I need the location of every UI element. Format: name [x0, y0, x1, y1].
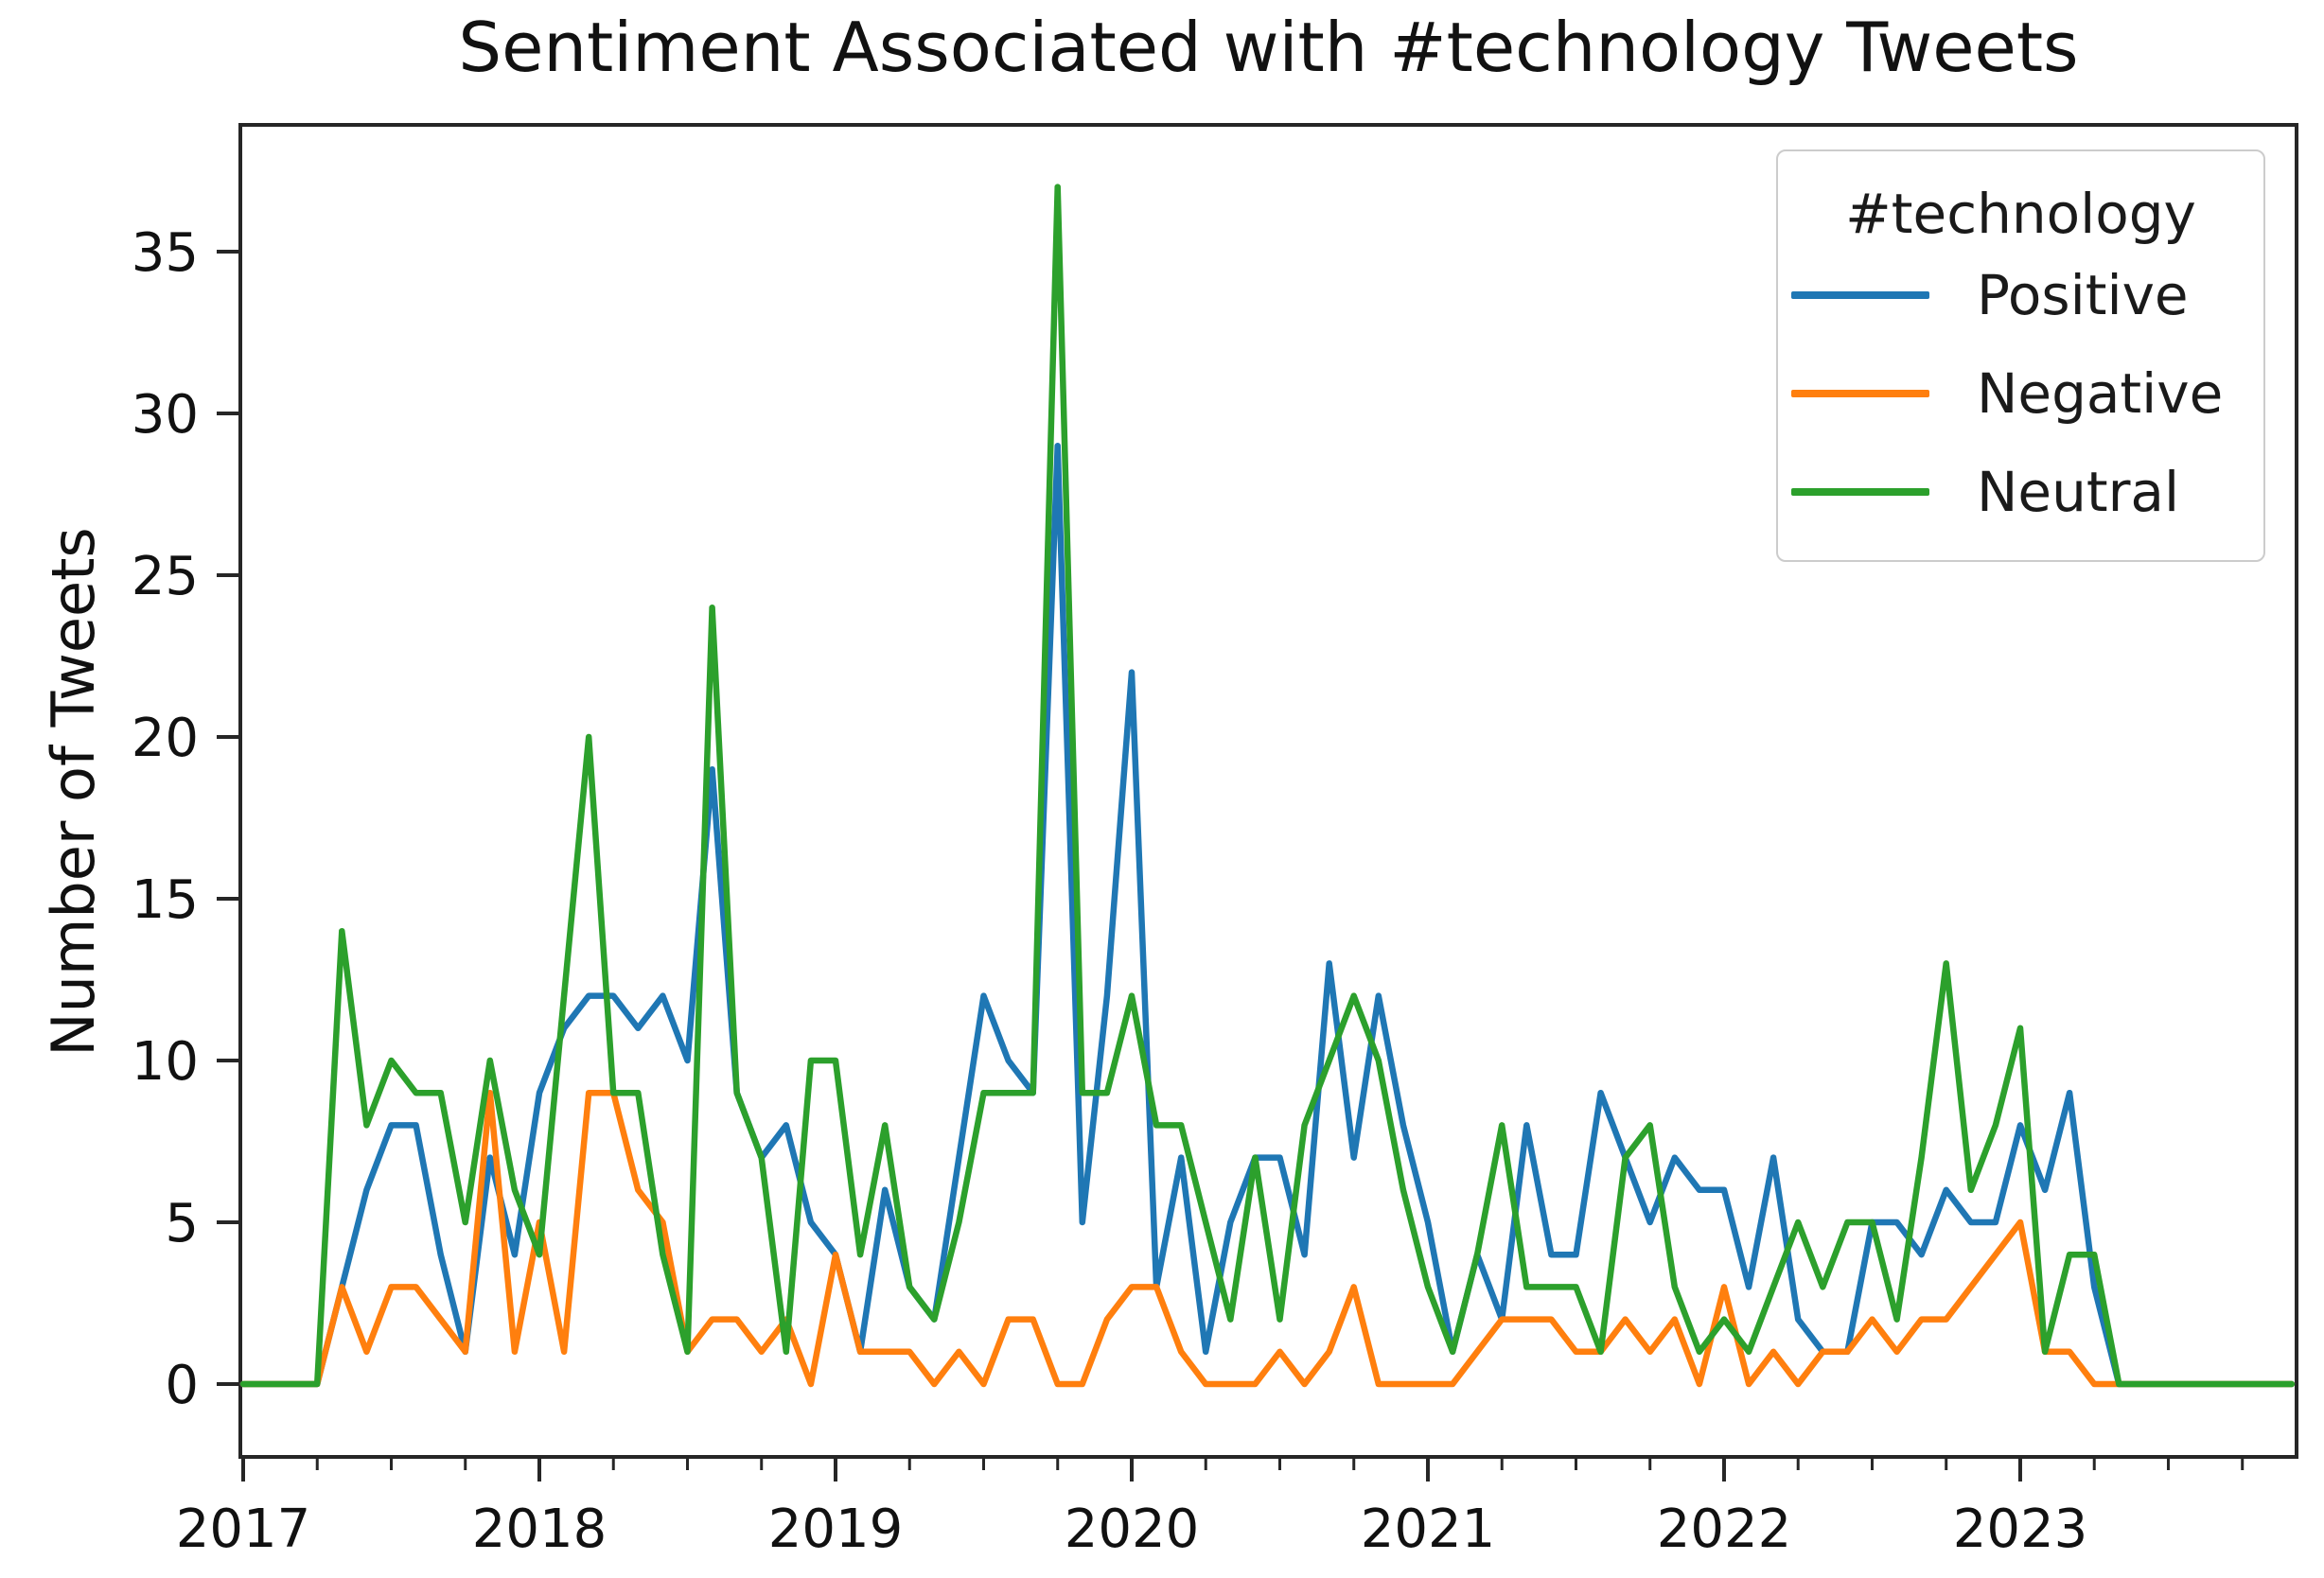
legend-title: #technology	[1845, 182, 2196, 246]
legend-swatch-negative	[1791, 390, 1929, 397]
legend-entry-neutral: Neutral	[1778, 443, 2263, 541]
y-axis-tick-label: 25	[132, 546, 199, 607]
legend-entries: Positive Negative Neutral	[1778, 246, 2263, 541]
y-axis-tick-label: 10	[132, 1031, 199, 1093]
legend-swatch-positive	[1791, 291, 1929, 299]
x-axis-tick-label: 2017	[176, 1499, 311, 1560]
y-axis-tick-label: 20	[132, 708, 199, 769]
x-axis-tick-label: 2023	[1953, 1499, 2088, 1560]
negative-line	[239, 1089, 2296, 1388]
legend-label-neutral: Neutral	[1977, 460, 2180, 524]
y-axis-tick-label: 15	[132, 869, 199, 931]
y-axis-tick-label: 30	[132, 384, 199, 446]
chart-title: Sentiment Associated with #technology Tw…	[458, 8, 2079, 87]
x-axis-tick-label: 2019	[768, 1499, 904, 1560]
legend-entry-negative: Negative	[1778, 344, 2263, 443]
legend-label-negative: Negative	[1977, 361, 2224, 426]
legend-label-positive: Positive	[1977, 263, 2189, 327]
x-axis-tick-label: 2022	[1657, 1499, 1792, 1560]
x-axis-tick-label: 2021	[1361, 1499, 1496, 1560]
x-axis-tick-label: 2018	[472, 1499, 607, 1560]
y-axis-tick-label: 5	[165, 1193, 199, 1254]
neutral-line	[239, 184, 2296, 1388]
y-axis-tick-label: 35	[132, 222, 199, 284]
legend-swatch-neutral	[1791, 488, 1929, 496]
legend-entry-positive: Positive	[1778, 246, 2263, 344]
positive-line	[239, 442, 2296, 1388]
x-axis-tick-label: 2020	[1065, 1499, 1200, 1560]
legend: #technology Positive Negative Neutral	[1776, 149, 2265, 562]
axes-spines	[238, 123, 2298, 1459]
y-axis-tick-label: 0	[165, 1355, 199, 1416]
